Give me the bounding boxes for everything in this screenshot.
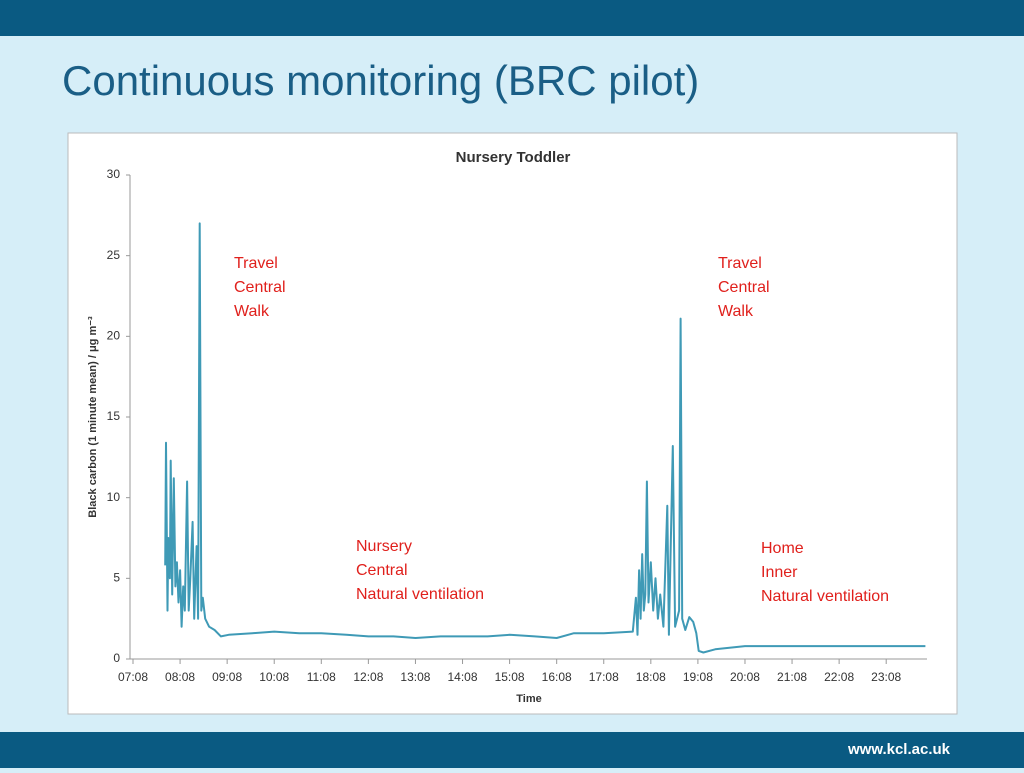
- annotation: Central: [356, 562, 408, 579]
- x-tick-label: 08:08: [165, 670, 195, 684]
- x-tick-label: 23:08: [871, 670, 901, 684]
- slide-title: Continuous monitoring (BRC pilot): [62, 57, 699, 104]
- annotation: Natural ventilation: [356, 586, 484, 603]
- x-tick-label: 14:08: [448, 670, 478, 684]
- chart-title: Nursery Toddler: [456, 149, 571, 166]
- y-tick-label: 15: [107, 409, 121, 423]
- annotation: Inner: [761, 564, 798, 581]
- x-tick-label: 16:08: [542, 670, 572, 684]
- x-tick-label: 19:08: [683, 670, 713, 684]
- chart-box: [67, 132, 958, 715]
- y-tick-label: 0: [113, 651, 120, 665]
- annotation: Nursery: [356, 538, 412, 555]
- annotation: Central: [234, 279, 286, 296]
- y-axis-label: Black carbon (1 minute mean) / μg m⁻³: [87, 316, 99, 518]
- x-tick-label: 10:08: [259, 670, 289, 684]
- annotation: Walk: [718, 303, 754, 320]
- x-tick-label: 07:08: [118, 670, 148, 684]
- top-bar: [0, 0, 1024, 36]
- annotation: Home: [761, 540, 804, 557]
- annotation: Central: [718, 279, 770, 296]
- x-tick-label: 11:08: [307, 670, 336, 684]
- x-tick-label: 15:08: [495, 670, 525, 684]
- annotation: Travel: [234, 255, 278, 272]
- data-line: [164, 222, 926, 654]
- bottom-bar: [0, 732, 1024, 768]
- y-tick-label: 10: [107, 490, 121, 504]
- x-tick-label: 13:08: [400, 670, 430, 684]
- footer: www.kcl.ac.uk: [847, 741, 951, 758]
- x-tick-label: 09:08: [212, 670, 242, 684]
- x-tick-label: 17:08: [589, 670, 619, 684]
- x-axis-label: Time: [516, 693, 541, 705]
- annotation: Walk: [234, 303, 270, 320]
- annotation: Travel: [718, 255, 762, 272]
- y-tick-label: 20: [107, 329, 121, 343]
- x-tick-label: 18:08: [636, 670, 666, 684]
- y-tick-label: 30: [107, 167, 121, 181]
- x-tick-label: 21:08: [777, 670, 807, 684]
- x-tick-label: 22:08: [824, 670, 854, 684]
- x-tick-label: 12:08: [353, 670, 383, 684]
- x-tick-label: 20:08: [730, 670, 760, 684]
- y-tick-label: 5: [113, 571, 120, 585]
- y-tick-label: 25: [107, 248, 121, 262]
- annotation: Natural ventilation: [761, 588, 889, 605]
